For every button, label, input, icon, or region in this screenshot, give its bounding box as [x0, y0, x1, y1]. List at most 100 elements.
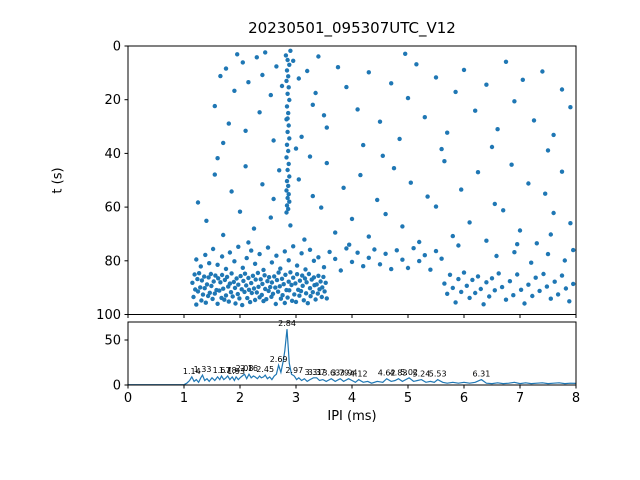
- scatter-point: [287, 288, 292, 293]
- scatter-point: [294, 272, 300, 277]
- scatter-point: [223, 266, 229, 272]
- scatter-point: [467, 220, 472, 225]
- scatter-point: [299, 134, 304, 139]
- x-tick-label: 8: [572, 391, 580, 406]
- scatter-point: [210, 296, 215, 302]
- scatter-point: [548, 296, 553, 301]
- scatter-point: [447, 272, 453, 277]
- scatter-point: [512, 99, 517, 104]
- scatter-point: [501, 208, 506, 213]
- peak-annotation: 5.02: [400, 368, 418, 377]
- scatter-point: [240, 302, 245, 308]
- scatter-point: [237, 296, 242, 301]
- scatter-point: [229, 271, 234, 276]
- scatter-point: [198, 264, 203, 269]
- scatter-point: [470, 277, 475, 283]
- scatter-point: [272, 274, 277, 279]
- peak-annotation: 4.12: [350, 370, 368, 379]
- scatter-point: [559, 87, 565, 92]
- scatter-point: [246, 287, 252, 292]
- scatter-point: [246, 80, 251, 85]
- scatter-point: [571, 281, 576, 287]
- scatter-point: [239, 287, 244, 292]
- scatter-point: [264, 297, 269, 302]
- scatter-point: [400, 257, 405, 262]
- scatter-point: [285, 116, 290, 121]
- scatter-point: [284, 203, 290, 208]
- scatter-point: [202, 286, 207, 291]
- scatter-point: [210, 246, 216, 252]
- scatter-point: [226, 299, 231, 304]
- y-axis-label-wrap: t (s): [46, 46, 70, 315]
- scatter-point: [319, 294, 324, 300]
- scatter-point: [241, 278, 246, 284]
- scatter-point: [293, 281, 298, 286]
- scatter-point: [260, 281, 265, 287]
- scatter-point: [372, 247, 377, 252]
- scatter-point: [269, 280, 275, 285]
- histogram-line: [128, 329, 577, 386]
- scatter-point: [254, 290, 259, 295]
- scatter-point: [453, 300, 458, 305]
- scatter-point: [285, 195, 290, 201]
- scatter-point: [552, 279, 557, 284]
- scatter-point: [310, 102, 315, 108]
- y-tick-label: 40: [104, 147, 121, 162]
- scatter-point: [503, 59, 509, 64]
- scatter-point: [568, 221, 573, 226]
- scatter-point: [287, 97, 292, 103]
- scatter-point: [232, 259, 237, 264]
- scatter-point: [249, 248, 254, 253]
- scatter-point: [289, 282, 294, 288]
- scatter-point: [199, 278, 205, 283]
- scatter-point: [537, 288, 542, 294]
- scatter-point: [269, 260, 275, 265]
- x-tick-label: 7: [516, 391, 524, 406]
- plot-title: 20230501_095307UTC_V12: [248, 19, 456, 37]
- scatter-point: [222, 297, 227, 302]
- peak-annotation: 3.37: [308, 368, 326, 377]
- scatter-point: [473, 290, 478, 296]
- scatter-point: [284, 142, 290, 147]
- scatter-point: [278, 296, 284, 301]
- scatter-point: [433, 75, 439, 80]
- scatter-point: [341, 185, 346, 190]
- scatter-point: [526, 282, 531, 287]
- scatter-point: [380, 153, 385, 158]
- scatter-point: [433, 204, 439, 209]
- scatter-point: [403, 51, 408, 56]
- scatter-point: [243, 128, 248, 133]
- scatter-point: [287, 62, 292, 67]
- scatter-point: [515, 242, 520, 247]
- scatter-point: [291, 244, 296, 249]
- scatter-point: [545, 148, 551, 153]
- scatter-point: [349, 216, 355, 222]
- peak-annotation: 4.83: [390, 369, 408, 378]
- x-tick-label: 1: [180, 391, 188, 406]
- scatter-point: [280, 293, 285, 298]
- scatter-point: [459, 187, 464, 192]
- scatter-point: [563, 286, 569, 291]
- scatter-point: [221, 286, 226, 291]
- scatter-point: [507, 279, 513, 284]
- scatter-point: [288, 270, 293, 275]
- scatter-point: [227, 250, 233, 255]
- scatter-point: [534, 241, 539, 246]
- scatter-point: [274, 253, 279, 258]
- peak-annotation: 4.62: [378, 369, 396, 378]
- scatter-point: [422, 253, 427, 258]
- scatter-point: [226, 121, 231, 126]
- scatter-point: [313, 297, 318, 302]
- peak-annotation: 2.08: [236, 364, 254, 373]
- scatter-point: [324, 296, 329, 301]
- scatter-point: [467, 295, 472, 301]
- scatter-point: [232, 285, 238, 291]
- scatter-point: [314, 282, 319, 287]
- scatter-point: [191, 294, 196, 300]
- scatter-point: [266, 275, 272, 280]
- scatter-point: [551, 132, 556, 138]
- scatter-point: [266, 288, 271, 294]
- scatter-point: [366, 70, 371, 75]
- scatter-point: [310, 290, 315, 295]
